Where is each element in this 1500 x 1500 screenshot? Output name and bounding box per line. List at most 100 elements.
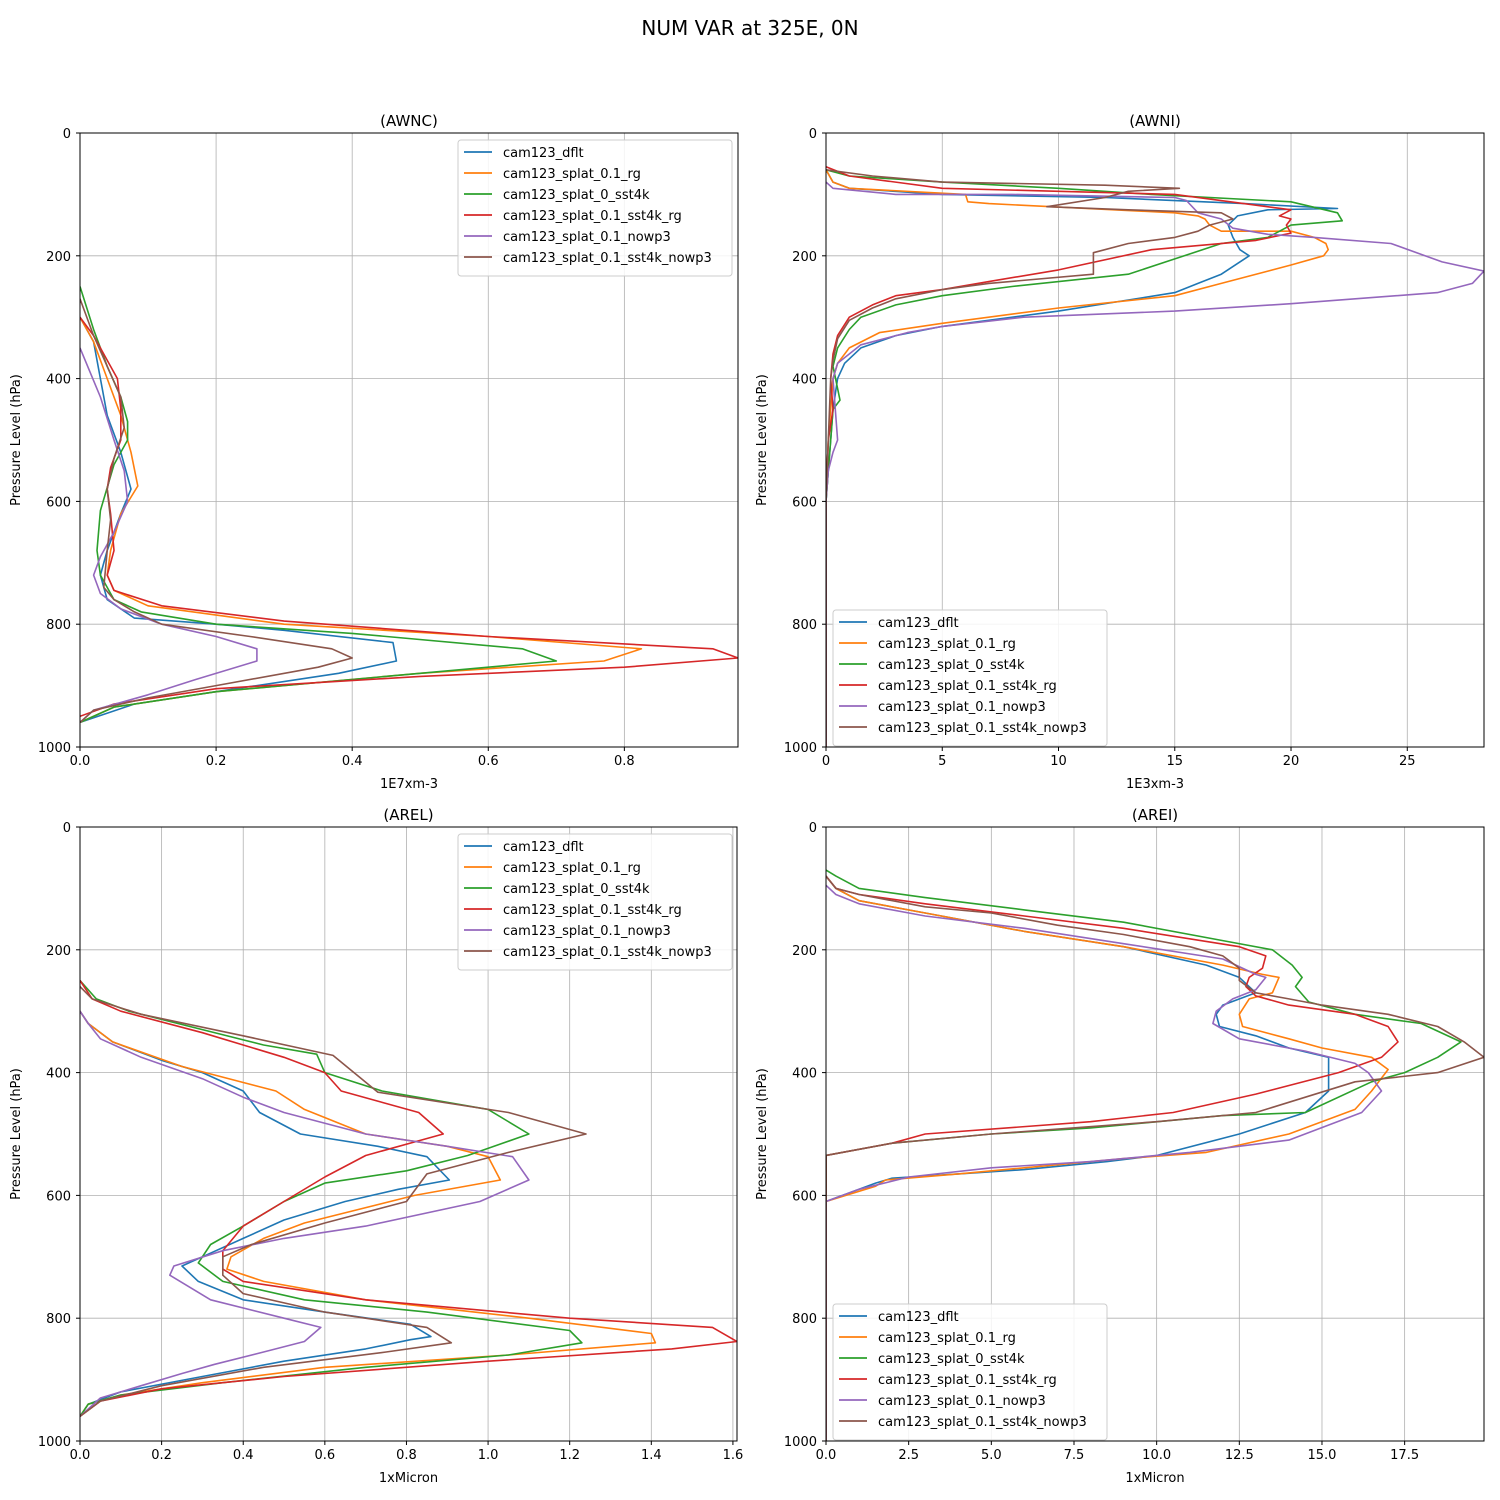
series-line xyxy=(826,169,1343,747)
x-tick-label: 0.8 xyxy=(396,1448,417,1463)
legend-label: cam123_splat_0.1_sst4k_rg xyxy=(878,679,1057,694)
chart-2: 0.0 0.2 0.4 0.6 0.8 1.0 1.2 1.4 1.6 0 200 400 600 800… xyxy=(9,806,743,1486)
legend-box xyxy=(457,833,733,971)
legend-label: cam123_splat_0.1_sst4k_rg xyxy=(878,1373,1057,1388)
series-line xyxy=(80,1010,451,1417)
y-tick-label: 800 xyxy=(46,1312,71,1327)
x-tick-label: 20 xyxy=(1283,754,1300,769)
y-axis-label: Pressure Level (hPa) xyxy=(9,1068,24,1200)
legend-label: cam123_dflt xyxy=(503,840,584,855)
axes-frame xyxy=(79,826,738,1442)
legend-label: cam123_dflt xyxy=(878,1310,959,1325)
legend-label: cam123_splat_0.1_sst4k_nowp3 xyxy=(503,945,712,960)
y-tick-label: 200 xyxy=(792,250,817,265)
axes-frame xyxy=(825,826,1485,1442)
figure-title: NUM VAR at 325E, 0N xyxy=(641,16,859,40)
x-tick-label: 0.0 xyxy=(816,1448,837,1463)
y-tick-label: 600 xyxy=(792,495,817,510)
legend-box xyxy=(832,1303,1108,1441)
legend-label: cam123_splat_0_sst4k xyxy=(878,658,1025,673)
x-tick-label: 17.5 xyxy=(1390,1448,1419,1463)
axes-frame xyxy=(79,132,739,748)
series-line xyxy=(80,1010,530,1417)
x-tick-label: 0.8 xyxy=(614,754,635,769)
series-group xyxy=(826,166,1484,747)
x-tick-label: 0.4 xyxy=(342,754,363,769)
legend-label: cam123_splat_0.1_sst4k_rg xyxy=(503,903,682,918)
y-tick-label: 800 xyxy=(46,618,71,633)
series-line xyxy=(826,875,1484,1441)
series-group xyxy=(826,869,1484,1441)
x-tick-label: 7.5 xyxy=(1064,1448,1085,1463)
legend-label: cam123_splat_0_sst4k xyxy=(878,1352,1025,1367)
x-tick-label: 1.0 xyxy=(478,1448,499,1463)
legend-label: cam123_splat_0.1_sst4k_nowp3 xyxy=(878,1415,1087,1430)
y-tick-label: 1000 xyxy=(38,1435,71,1450)
y-tick-label: 1000 xyxy=(38,741,71,756)
y-tick-label: 200 xyxy=(46,250,71,265)
series-line xyxy=(80,316,738,718)
series-line xyxy=(80,316,643,724)
legend-label: cam123_splat_0.1_nowp3 xyxy=(503,230,671,245)
legend-label: cam123_splat_0_sst4k xyxy=(503,882,650,897)
y-tick-label: 1000 xyxy=(784,741,817,756)
series-line xyxy=(826,181,1484,747)
legend-label: cam123_splat_0.1_sst4k_nowp3 xyxy=(878,721,1087,736)
series-group xyxy=(80,286,738,724)
y-tick-label: 600 xyxy=(46,495,71,510)
series-line xyxy=(826,875,1399,1441)
legend-box xyxy=(832,609,1108,747)
series-group xyxy=(80,979,737,1418)
x-tick-label: 15.0 xyxy=(1308,1448,1337,1463)
x-axis-label: 1xMicron xyxy=(1125,1471,1184,1486)
y-tick-label: 400 xyxy=(46,1067,71,1082)
x-tick-label: 0.2 xyxy=(206,754,227,769)
legend-label: cam123_dflt xyxy=(878,616,959,631)
x-tick-label: 2.5 xyxy=(898,1448,919,1463)
legend-label: cam123_splat_0_sst4k xyxy=(503,188,650,203)
x-tick-label: 12.5 xyxy=(1225,1448,1254,1463)
x-axis-label: 1xMicron xyxy=(379,1471,438,1486)
legend-label: cam123_splat_0.1_rg xyxy=(878,637,1016,652)
x-tick-label: 5.0 xyxy=(981,1448,1002,1463)
series-line xyxy=(80,316,398,724)
series-line xyxy=(80,980,737,1418)
legend: cam123_dflt cam123_splat_0.1_rg cam123_spl… xyxy=(832,1303,1108,1441)
y-tick-label: 400 xyxy=(792,373,817,388)
subplot-title: (AWNC) xyxy=(380,112,438,130)
chart-1: 0 5 10 15 20 25 0 200 400 600 800 1000 (AWNI) 1E3xm-3… xyxy=(755,112,1485,792)
x-tick-label: 1.2 xyxy=(559,1448,580,1463)
legend-label: cam123_splat_0.1_rg xyxy=(503,861,641,876)
x-axis-label: 1E7xm-3 xyxy=(380,777,438,792)
x-tick-label: 0 xyxy=(822,754,830,769)
y-tick-label: 800 xyxy=(792,618,817,633)
x-tick-label: 5 xyxy=(938,754,946,769)
y-axis-label: Pressure Level (hPa) xyxy=(9,374,24,506)
x-tick-label: 10.0 xyxy=(1142,1448,1171,1463)
x-tick-label: 0.0 xyxy=(70,1448,91,1463)
x-tick-label: 0.6 xyxy=(478,754,499,769)
x-tick-label: 0.4 xyxy=(233,1448,254,1463)
y-axis-label: Pressure Level (hPa) xyxy=(755,374,770,506)
subplot-title: (AREL) xyxy=(383,806,433,824)
series-line xyxy=(80,979,583,1417)
legend-label: cam123_splat_0.1_nowp3 xyxy=(878,700,1046,715)
axes-frame xyxy=(825,132,1485,748)
y-tick-label: 600 xyxy=(792,1189,817,1204)
series-line xyxy=(826,875,1389,1441)
legend-label: cam123_dflt xyxy=(503,146,584,161)
legend: cam123_dflt cam123_splat_0.1_rg cam123_spl… xyxy=(457,139,733,277)
x-tick-label: 1.4 xyxy=(641,1448,662,1463)
subplot-title: (AREI) xyxy=(1132,806,1178,824)
legend: cam123_dflt cam123_splat_0.1_rg cam123_spl… xyxy=(457,833,733,971)
x-tick-label: 0.0 xyxy=(70,754,91,769)
y-tick-label: 400 xyxy=(792,1067,817,1082)
y-tick-label: 1000 xyxy=(784,1435,817,1450)
legend-label: cam123_splat_0.1_nowp3 xyxy=(878,1394,1046,1409)
series-line xyxy=(826,884,1383,1441)
legend-box xyxy=(457,139,733,277)
x-tick-label: 1.6 xyxy=(723,1448,744,1463)
y-tick-label: 200 xyxy=(792,944,817,959)
series-line xyxy=(80,1010,657,1417)
